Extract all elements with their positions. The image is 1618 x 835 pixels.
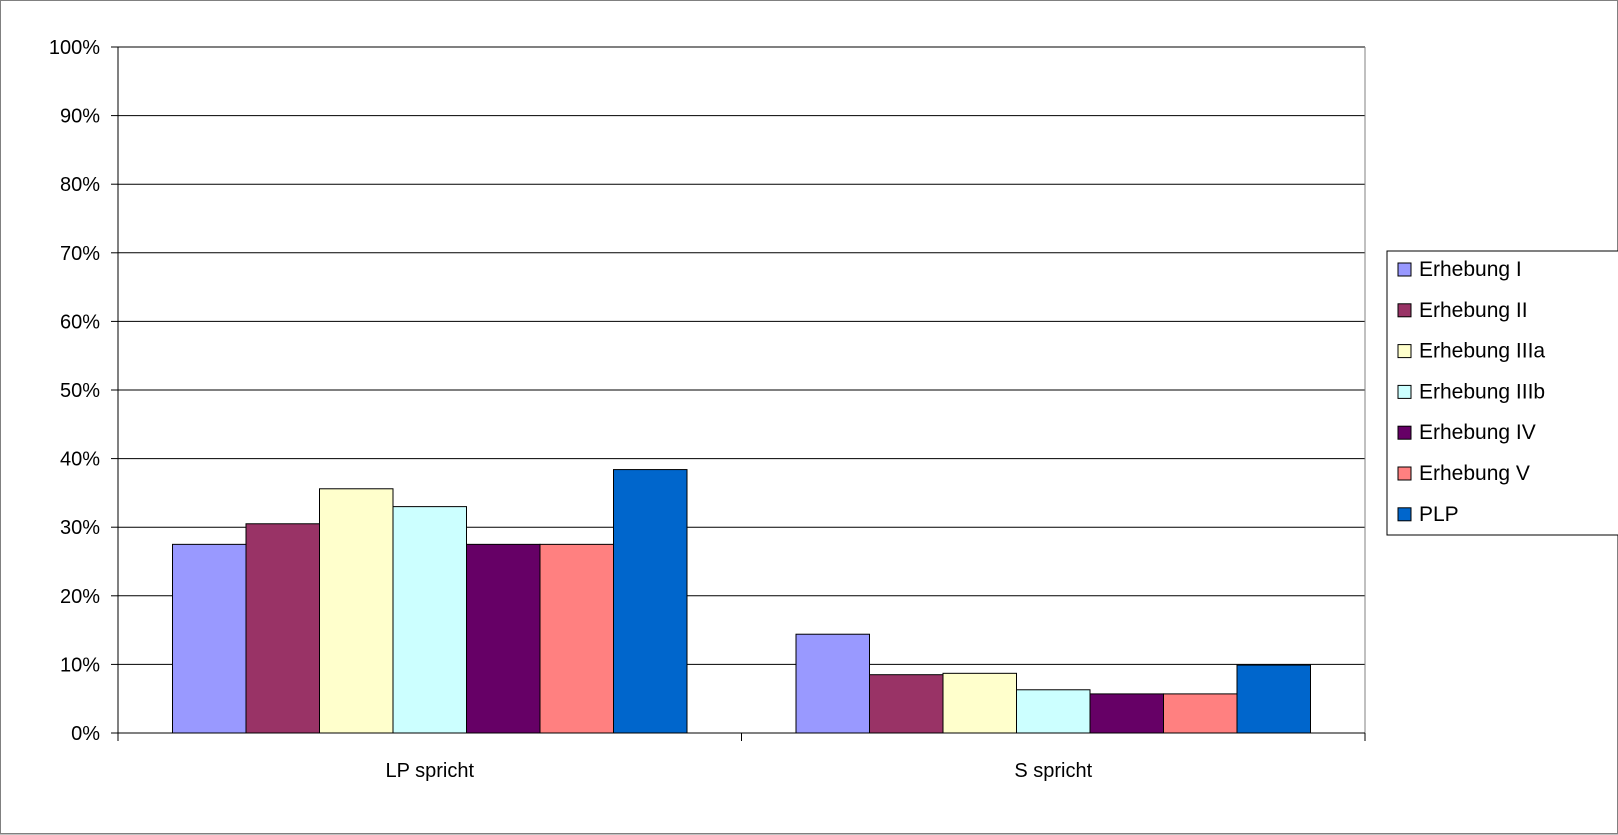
bar-erhebung-v-0	[539, 543, 614, 734]
legend-label: Erhebung IIIb	[1419, 380, 1545, 403]
bar-erhebung-iiia-0	[319, 488, 394, 734]
bar-erhebung-iiia-1	[942, 672, 1017, 734]
bar-erhebung-i-0	[172, 543, 247, 734]
x-tick-label: LP spricht	[385, 760, 474, 782]
legend-swatch	[1397, 507, 1412, 522]
y-tick-label: 20%	[60, 586, 100, 608]
y-tick-label: 80%	[60, 174, 100, 196]
bar-erhebung-iv-1	[1089, 693, 1164, 734]
legend-swatch	[1397, 344, 1412, 359]
legend-label: Erhebung I	[1419, 258, 1522, 281]
legend-swatch	[1397, 425, 1412, 440]
y-tick-label: 50%	[60, 380, 100, 402]
legend-swatch	[1397, 262, 1412, 277]
bar-erhebung-ii-0	[245, 523, 320, 734]
bar-erhebung-iiib-1	[1016, 689, 1091, 734]
y-tick-label: 90%	[60, 106, 100, 128]
legend-label: Erhebung IIIa	[1419, 340, 1545, 363]
legend-label: Erhebung V	[1419, 462, 1530, 485]
y-tick-label: 70%	[60, 243, 100, 265]
bar-plp-1	[1236, 664, 1311, 734]
bar-erhebung-i-1	[795, 633, 870, 734]
legend-box	[1386, 250, 1618, 536]
y-tick-label: 30%	[60, 517, 100, 539]
y-tick-label: 10%	[60, 654, 100, 676]
legend-swatch	[1397, 466, 1412, 481]
y-tick-label: 60%	[60, 311, 100, 333]
bar-plp-0	[613, 469, 688, 734]
bar-erhebung-ii-1	[869, 674, 944, 734]
y-tick-label: 40%	[60, 449, 100, 471]
y-tick-label: 0%	[71, 723, 100, 745]
bar-erhebung-iv-0	[466, 543, 541, 734]
legend-label: PLP	[1419, 503, 1459, 526]
bar-erhebung-v-1	[1163, 693, 1238, 734]
legend-swatch	[1397, 303, 1412, 318]
y-tick-label: 100%	[49, 37, 100, 59]
legend-swatch	[1397, 384, 1412, 399]
x-tick-label: S spricht	[1014, 760, 1092, 782]
bar-erhebung-iiib-0	[392, 506, 467, 734]
legend-label: Erhebung II	[1419, 299, 1528, 322]
legend-label: Erhebung IV	[1419, 421, 1536, 444]
